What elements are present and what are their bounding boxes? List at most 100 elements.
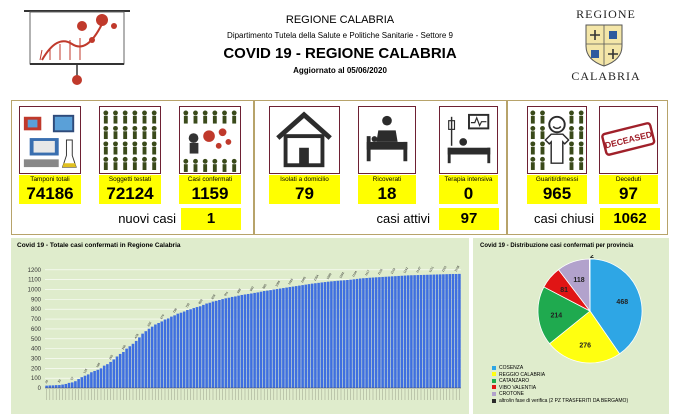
lab-test-icon: [19, 106, 81, 174]
bar: [291, 286, 295, 388]
tests-panel: [11, 100, 254, 235]
y-tick-label: 200: [31, 366, 42, 372]
y-tick-label: 700: [31, 317, 42, 323]
bar: [112, 359, 116, 388]
stat-label: Terapia intensiva: [439, 175, 498, 184]
bar-data-label: 265: [108, 354, 114, 361]
stat-value: 965: [527, 184, 587, 204]
stat-value: 74186: [19, 184, 81, 204]
bar: [48, 385, 52, 388]
bar: [304, 284, 308, 388]
legend-label: CROTONE: [499, 391, 524, 398]
bar: [349, 279, 352, 388]
pie-chart: 468 276 214 81 118 2: [537, 255, 643, 364]
pie-slice-label: 276: [579, 342, 591, 349]
bar: [173, 315, 176, 388]
y-tick-label: 1000: [28, 288, 42, 294]
bar: [307, 284, 311, 388]
y-tick-label: 0: [38, 386, 42, 392]
pie-slice-label: 214: [551, 312, 563, 319]
y-tick-label: 900: [31, 297, 42, 303]
bar: [416, 275, 420, 388]
stat-card-soggetti: Soggetti testati 72124: [99, 106, 161, 204]
current-cases-panel: [254, 100, 507, 235]
bar-chart: 0 100 200 300 400 500 600 700 800 900 1000 1100 1200…: [28, 265, 461, 400]
bar-data-label: 1126: [377, 268, 384, 276]
bar: [170, 316, 173, 388]
legend-label: VIBO VALENTIA: [499, 384, 537, 391]
bar: [442, 274, 445, 388]
bar-data-label: 1151: [428, 265, 435, 273]
closed-cases-value: 1062: [600, 208, 660, 230]
bar: [234, 296, 237, 388]
bar: [269, 290, 272, 388]
bar-data-label: 792: [185, 302, 191, 309]
bar-data-label: 738: [172, 307, 178, 314]
legend-entry: CATANZARO: [492, 378, 628, 385]
bar-data-label: 1155: [441, 265, 448, 273]
bar: [301, 285, 304, 388]
bar: [458, 273, 461, 388]
stat-card-confermati: Casi confermati 1159: [179, 106, 241, 204]
bar: [282, 288, 285, 388]
stat-card-guariti: Guariti/dimessi 965: [527, 106, 587, 204]
pie-slice-label: 468: [616, 299, 628, 306]
bar: [454, 273, 458, 388]
bar: [326, 281, 330, 388]
bar: [355, 278, 359, 388]
legend-swatch: [492, 365, 496, 370]
bar-data-label: 1158: [454, 265, 461, 273]
legend-entry: VIBO VALENTIA: [492, 385, 628, 392]
bar: [451, 273, 455, 388]
bar: [250, 293, 253, 388]
bar-data-label: 57: [70, 376, 75, 381]
bar: [157, 323, 160, 388]
bar: [186, 310, 189, 388]
bar: [278, 288, 282, 388]
bar: [275, 289, 279, 388]
bar: [336, 280, 340, 388]
bar: [125, 348, 128, 388]
bar-data-label: 1117: [364, 269, 371, 277]
bar: [365, 278, 368, 388]
bar-data-label: 1026: [287, 277, 294, 285]
y-tick-label: 800: [31, 307, 42, 313]
bar: [195, 307, 199, 388]
stat-label: Isolati a domicilio: [269, 175, 340, 184]
bar-data-label: 938: [236, 288, 242, 295]
bar: [397, 275, 400, 388]
bar: [51, 385, 55, 388]
bar-data-label: 676: [159, 313, 165, 320]
bar-data-label: 1147: [415, 266, 422, 274]
bar: [163, 319, 167, 388]
stat-label: Guariti/dimessi: [527, 175, 587, 184]
updated-date: Aggiornato al 05/06/2020: [293, 66, 387, 75]
bar: [90, 372, 93, 388]
bar: [400, 275, 404, 388]
bar-data-label: 911: [223, 290, 229, 296]
bar: [86, 374, 90, 388]
bar: [214, 300, 218, 388]
bar: [371, 277, 375, 388]
pie-slice: [589, 258, 591, 312]
closed-cases-panel: [507, 100, 668, 235]
bar-data-label: 1045: [300, 276, 307, 284]
bar: [422, 274, 426, 388]
brand-text-bottom: CALABRIA: [571, 69, 641, 83]
pie-slice: [589, 258, 643, 355]
stat-label: Deceduti: [599, 175, 658, 184]
bar-data-label: 1064: [313, 274, 320, 282]
bar: [378, 277, 381, 388]
stat-value: 1159: [179, 184, 241, 204]
bar: [115, 356, 119, 388]
bar: [192, 308, 196, 388]
bar: [435, 274, 439, 388]
bar: [205, 303, 208, 388]
y-tick-label: 100: [31, 376, 42, 382]
legend-label: CATANZARO: [499, 378, 530, 385]
bar-data-label: 985: [262, 283, 268, 290]
bar: [358, 278, 362, 388]
bar: [285, 287, 288, 388]
new-cases-value: 1: [181, 208, 241, 230]
legend-swatch: [492, 392, 496, 397]
